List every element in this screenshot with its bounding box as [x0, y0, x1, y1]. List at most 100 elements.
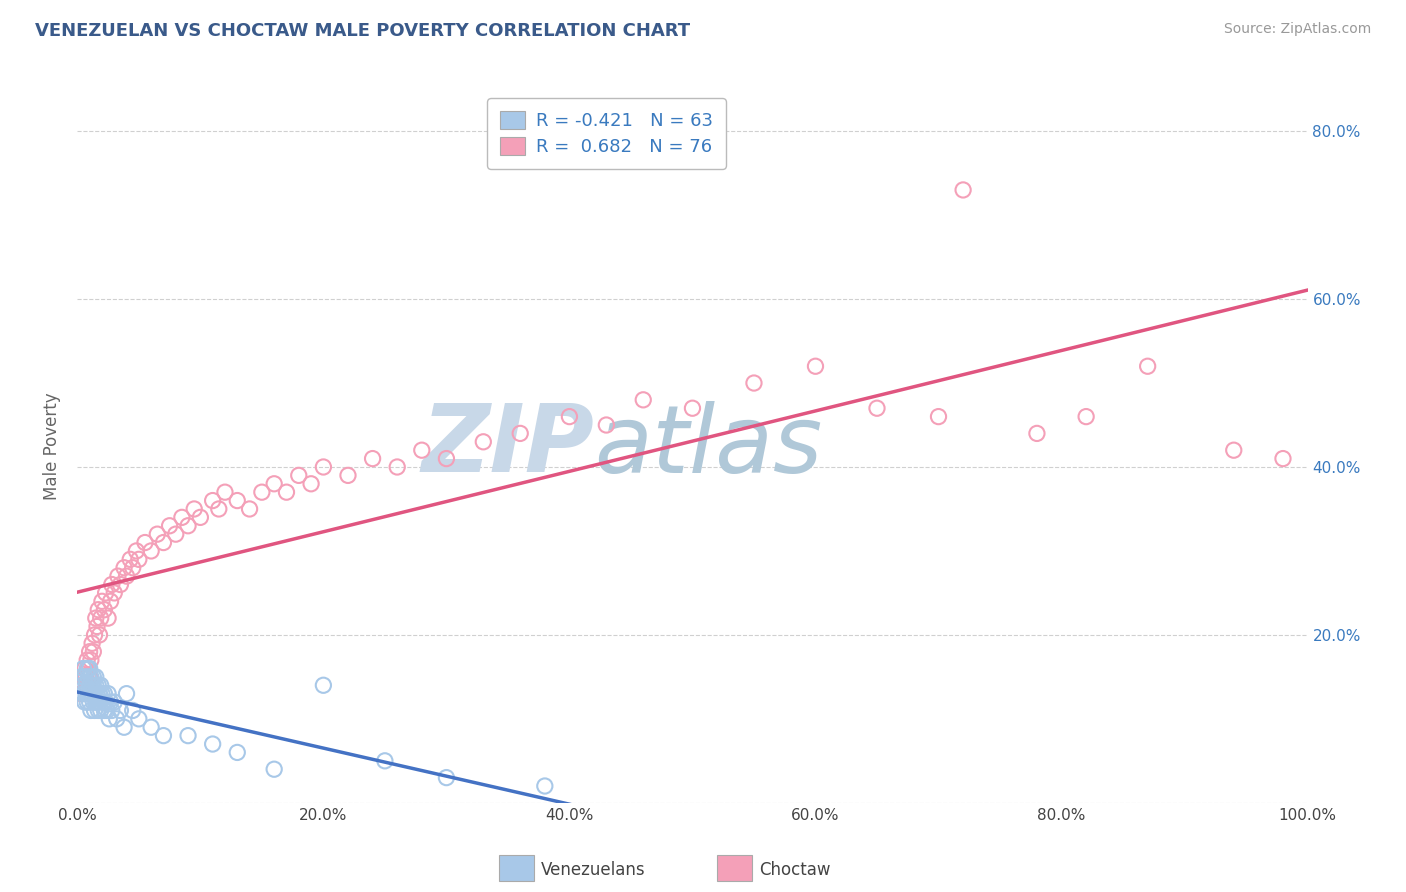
Point	[103, 695, 125, 709]
Point	[80, 687, 103, 701]
Point	[121, 560, 143, 574]
Y-axis label: Male Poverty: Male Poverty	[44, 392, 62, 500]
Point	[804, 359, 827, 374]
Point	[288, 468, 311, 483]
Point	[94, 586, 117, 600]
Point	[190, 510, 212, 524]
Point	[73, 695, 96, 709]
Point	[214, 485, 236, 500]
Point	[76, 661, 98, 675]
Point	[75, 687, 97, 701]
Point	[436, 451, 458, 466]
Point	[509, 426, 531, 441]
Point	[79, 670, 101, 684]
Point	[73, 661, 96, 675]
Point	[70, 678, 93, 692]
Point	[86, 687, 108, 701]
Point	[97, 611, 120, 625]
Point	[170, 510, 193, 524]
Point	[595, 417, 617, 432]
Point	[1076, 409, 1098, 424]
Point	[96, 703, 118, 717]
Point	[76, 678, 98, 692]
Point	[312, 678, 335, 692]
Point	[472, 434, 495, 449]
Point	[121, 703, 143, 717]
Point	[299, 476, 322, 491]
Point	[134, 535, 156, 549]
Point	[239, 502, 262, 516]
Point	[82, 670, 104, 684]
Point	[90, 703, 112, 717]
Legend: R = -0.421   N = 63, R =  0.682   N = 76: R = -0.421 N = 63, R = 0.682 N = 76	[486, 98, 725, 169]
Point	[312, 460, 335, 475]
Point	[141, 720, 163, 734]
Point	[633, 392, 655, 407]
Point	[77, 687, 100, 701]
Point	[1026, 426, 1049, 441]
Point	[79, 661, 101, 675]
Point	[89, 628, 111, 642]
Point	[115, 569, 138, 583]
Point	[128, 712, 150, 726]
Point	[72, 687, 94, 701]
Point	[90, 678, 112, 692]
Point	[1136, 359, 1159, 374]
Point	[76, 695, 98, 709]
Point	[411, 443, 433, 458]
Point	[93, 603, 115, 617]
Point	[177, 729, 200, 743]
Point	[98, 712, 121, 726]
Point	[208, 502, 231, 516]
Point	[75, 678, 97, 692]
Point	[75, 670, 97, 684]
Point	[337, 468, 360, 483]
Text: ZIP: ZIP	[422, 400, 595, 492]
Point	[73, 670, 96, 684]
Point	[742, 376, 765, 390]
Point	[87, 678, 110, 692]
Point	[103, 586, 125, 600]
Point	[101, 703, 124, 717]
Point	[141, 544, 163, 558]
Point	[86, 695, 108, 709]
Point	[263, 476, 285, 491]
Point	[115, 687, 138, 701]
Point	[91, 695, 114, 709]
Point	[201, 737, 224, 751]
Point	[72, 661, 94, 675]
Point	[93, 687, 115, 701]
Point	[80, 670, 103, 684]
Point	[120, 552, 142, 566]
Point	[82, 678, 104, 692]
Point	[866, 401, 889, 416]
Point	[928, 409, 950, 424]
Text: Source: ZipAtlas.com: Source: ZipAtlas.com	[1223, 22, 1371, 37]
Point	[263, 762, 285, 776]
Point	[83, 687, 105, 701]
Point	[77, 670, 100, 684]
Point	[72, 670, 94, 684]
Point	[682, 401, 704, 416]
Point	[80, 703, 103, 717]
Point	[87, 703, 110, 717]
Point	[80, 653, 103, 667]
Point	[89, 695, 111, 709]
Point	[1272, 451, 1295, 466]
Point	[177, 518, 200, 533]
Point	[226, 493, 249, 508]
Point	[361, 451, 384, 466]
Text: Venezuelans: Venezuelans	[541, 861, 645, 879]
Point	[112, 560, 135, 574]
Point	[374, 754, 396, 768]
Point	[83, 628, 105, 642]
Point	[84, 695, 107, 709]
Point	[86, 619, 108, 633]
Point	[387, 460, 409, 475]
Point	[90, 594, 114, 608]
Point	[183, 502, 205, 516]
Point	[110, 577, 132, 591]
Point	[82, 678, 104, 692]
Point	[159, 518, 181, 533]
Point	[1223, 443, 1246, 458]
